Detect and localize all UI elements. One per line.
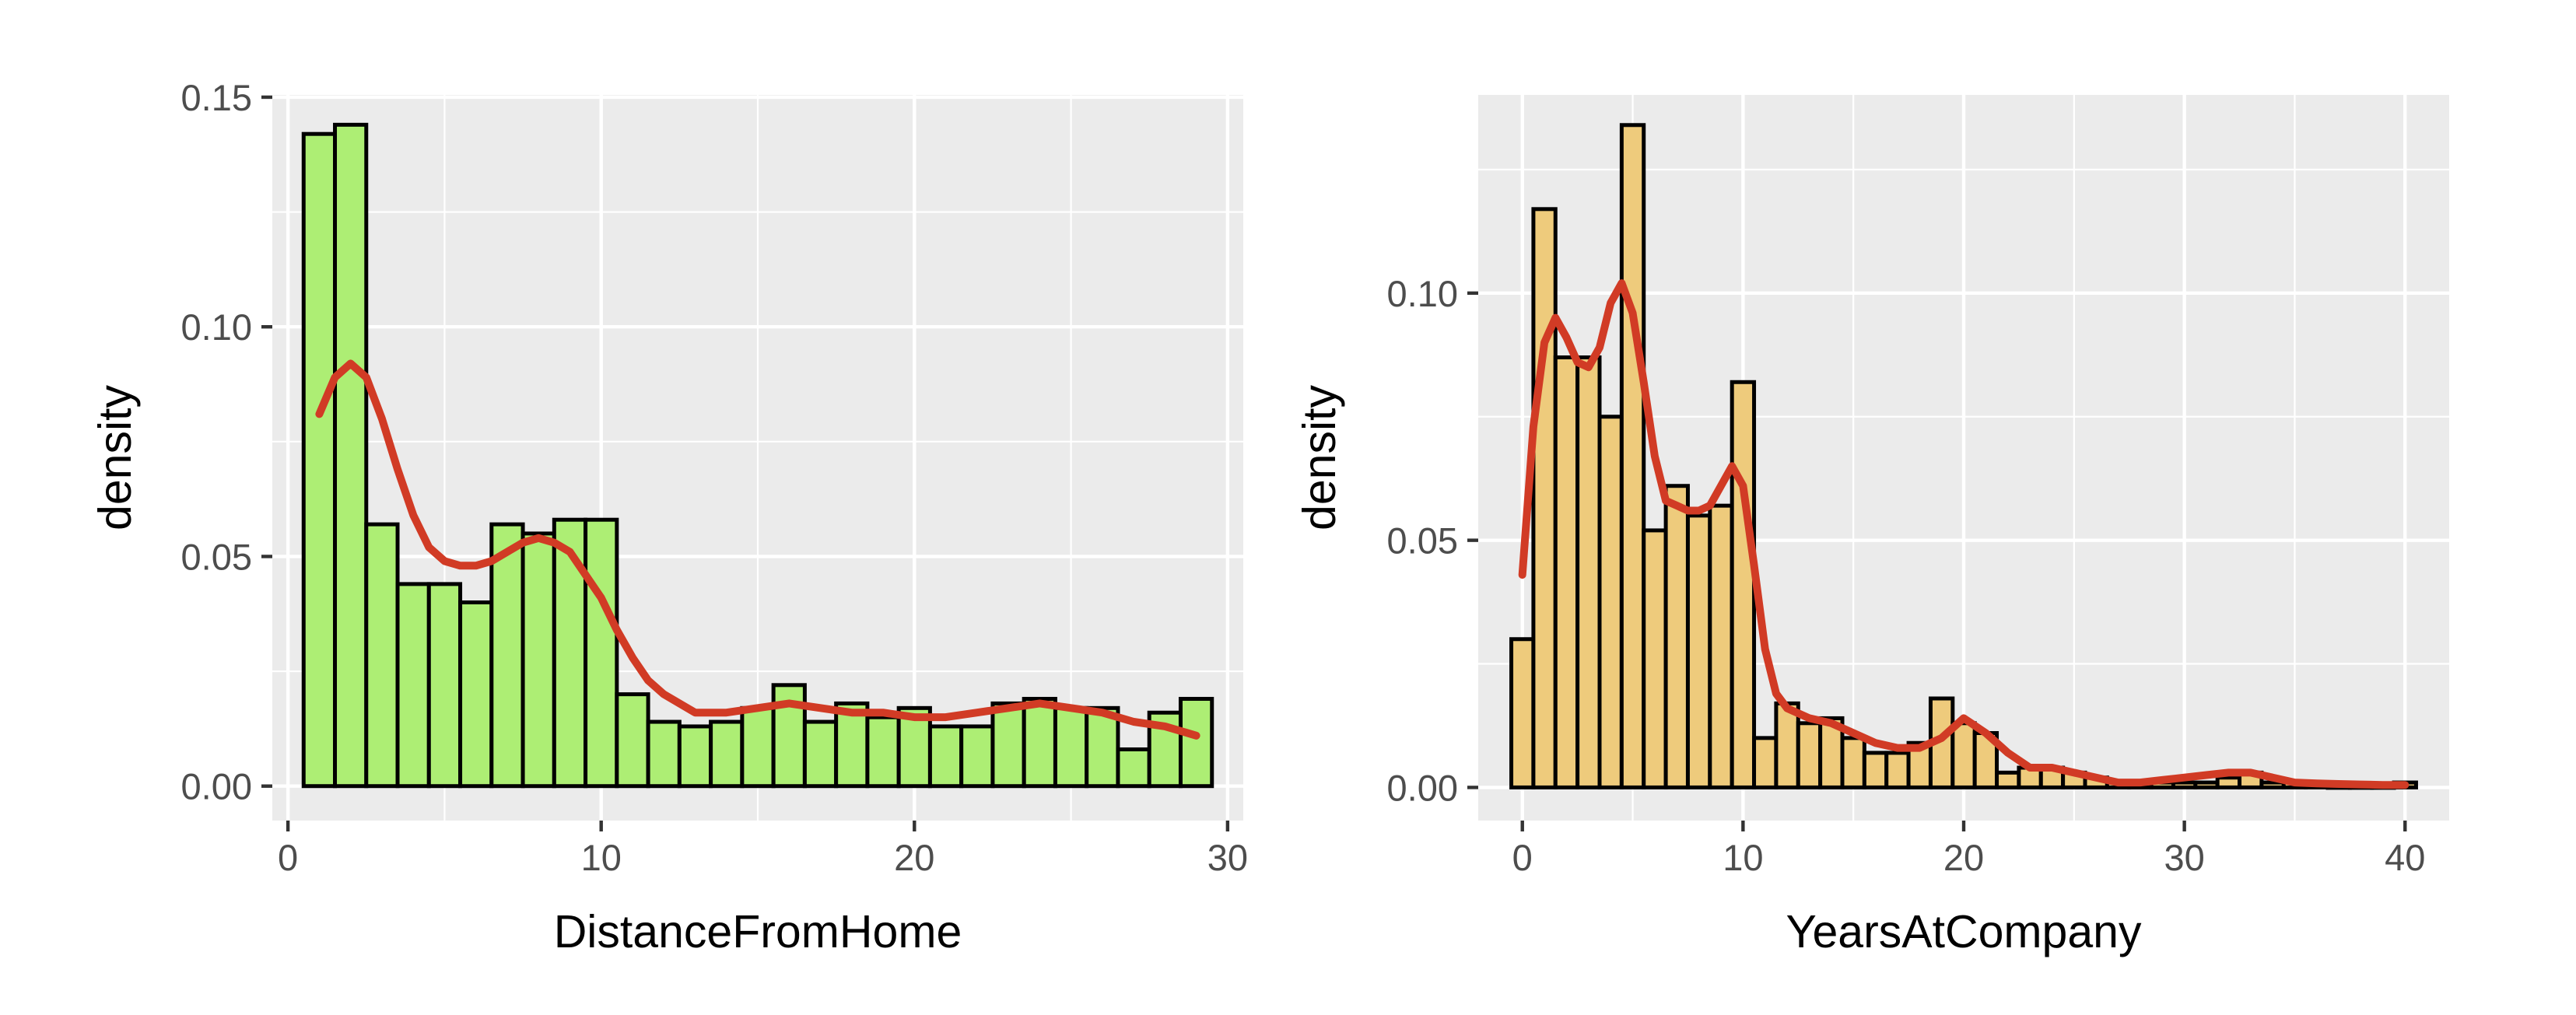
histogram-bar <box>1884 751 1911 789</box>
y-axis-ticks: 0.00 0.05 0.10 0.15 <box>181 77 272 807</box>
histogram-bar <box>1509 637 1536 789</box>
density-curve <box>1518 279 2410 789</box>
x-axis-ticks: 0 10 20 30 <box>278 821 1248 878</box>
histogram-distance-from-home: 0.00 0.05 0.10 0.15 0 10 20 30 DistanceFromHom… <box>89 77 1248 957</box>
histogram-bar <box>1752 736 1779 789</box>
histogram-bar <box>1178 697 1214 789</box>
histogram-bars <box>301 122 1214 789</box>
histogram-years-at-company: 0.00 0.05 0.10 0 10 20 30 40 YearsAtCompany de… <box>1294 95 2449 957</box>
y-tick-label: 0.00 <box>1387 767 1458 808</box>
histogram-bar <box>2193 780 2220 789</box>
histogram-bar <box>1708 503 1734 789</box>
histogram-bar <box>395 582 431 789</box>
histogram-bar <box>333 122 369 789</box>
histogram-bar <box>865 715 901 789</box>
x-axis-title: DistanceFromHome <box>554 906 962 957</box>
x-axis-ticks: 0 10 20 30 40 <box>1512 821 2425 878</box>
x-tick-label: 0 <box>278 837 298 878</box>
histogram-bars <box>1509 123 2418 790</box>
histogram-bar <box>1685 513 1712 789</box>
histogram-bar <box>740 705 776 789</box>
histogram-bar <box>552 517 588 789</box>
histogram-bar <box>489 522 525 789</box>
histogram-bar <box>1796 721 1823 789</box>
histogram-bar <box>1862 751 1889 789</box>
x-tick-label: 20 <box>894 837 934 878</box>
histogram-bar <box>301 131 338 789</box>
x-tick-label: 30 <box>1207 837 1248 878</box>
histogram-bar <box>1531 207 1558 789</box>
histogram-bar <box>1642 528 1668 789</box>
histogram-bar <box>1840 736 1866 789</box>
histogram-bar <box>1085 705 1120 789</box>
histogram-bar <box>520 531 556 789</box>
histogram-bar <box>646 719 682 789</box>
histogram-bar <box>990 701 1026 789</box>
y-axis-title: density <box>1294 385 1345 530</box>
histogram-bar <box>584 517 619 789</box>
histogram-bar <box>959 724 995 789</box>
histogram-bar <box>1116 747 1151 789</box>
histogram-bar <box>458 600 494 789</box>
x-tick-label: 30 <box>2164 837 2204 878</box>
y-tick-label: 0.05 <box>181 536 252 577</box>
y-axis-ticks: 0.00 0.05 0.10 <box>1387 273 1478 808</box>
histogram-bar <box>426 582 463 789</box>
histogram-bar <box>834 701 870 789</box>
histogram-bar <box>1995 770 2021 789</box>
histogram-bar <box>1928 696 1955 789</box>
x-tick-label: 40 <box>2385 837 2425 878</box>
histogram-bar <box>1022 697 1057 789</box>
y-tick-label: 0.10 <box>181 306 252 348</box>
y-tick-label: 0.10 <box>1387 273 1458 314</box>
x-tick-label: 20 <box>1943 837 1984 878</box>
histogram-bar <box>2215 775 2242 789</box>
histogram-bar <box>1730 380 1757 789</box>
y-tick-label: 0.05 <box>1387 520 1458 562</box>
histogram-bar <box>709 719 745 789</box>
y-axis-title: density <box>89 385 141 530</box>
histogram-bar <box>927 724 964 789</box>
histogram-bar <box>2171 780 2198 789</box>
y-tick-label: 0.00 <box>181 766 252 807</box>
histogram-bar <box>1053 705 1089 789</box>
histogram-bar <box>802 719 839 789</box>
density-curve <box>315 359 1200 740</box>
x-tick-label: 10 <box>581 837 622 878</box>
histogram-bar <box>1597 415 1624 789</box>
histogram-bar <box>615 692 650 789</box>
x-axis-title: YearsAtCompany <box>1786 906 2142 957</box>
histogram-bar <box>364 522 400 789</box>
histogram-bar <box>677 724 713 789</box>
x-tick-label: 10 <box>1723 837 1763 878</box>
histogram-bar <box>1950 721 1977 789</box>
histogram-bar <box>1553 355 1580 789</box>
y-tick-label: 0.15 <box>181 77 252 118</box>
x-tick-label: 0 <box>1512 837 1533 878</box>
histogram-bar <box>1619 123 1646 789</box>
histogram-bar <box>1663 484 1690 789</box>
histogram-bar <box>1575 355 1602 789</box>
